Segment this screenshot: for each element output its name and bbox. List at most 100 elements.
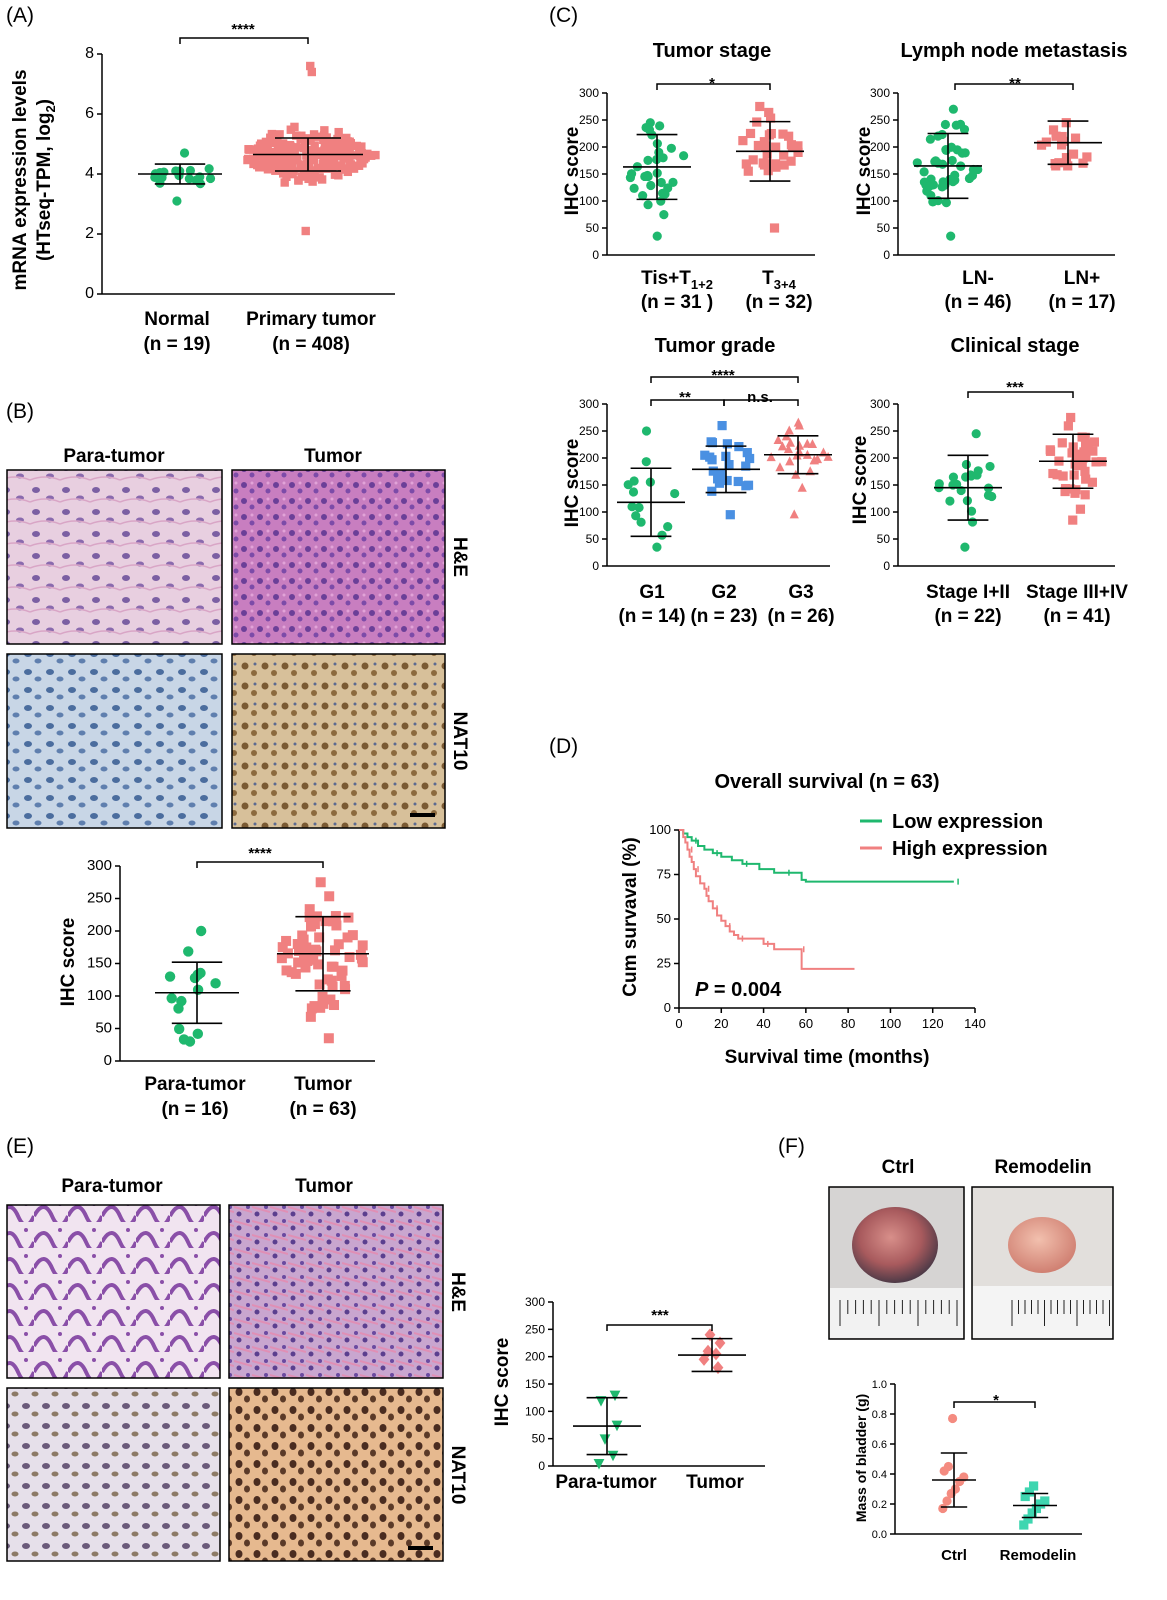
panel-b-tumor-point-42	[333, 939, 344, 950]
panel-a-tumor-point-154	[296, 135, 306, 144]
panel-c3-g1-point-4	[722, 439, 732, 449]
panel-c3-ytick-label-3: 150	[579, 478, 599, 492]
panel-e-ihc-tumor-image	[228, 1387, 444, 1562]
panel-b-tumor-point-62	[309, 919, 320, 930]
panel-a-tumor-point-197	[345, 163, 354, 173]
panel-c4-g0-point-19	[961, 472, 971, 482]
panel-c3-g1-point-17	[722, 475, 732, 486]
panel-d-series-high	[679, 829, 855, 970]
panel-b-tumor-point-51	[294, 946, 305, 957]
panel-e-g0-point-1	[607, 1450, 619, 1462]
panel-a-tumor-point-214	[331, 146, 340, 156]
panel-b-ytick-label-5: 250	[87, 890, 112, 907]
panel-b-tumor-point-40	[276, 953, 287, 964]
panel-c1-g1-point-20	[771, 142, 781, 152]
panel-b-ylabel: IHC score	[58, 918, 79, 1007]
panel-a-axes: 0 2 4 6 8	[85, 37, 395, 302]
panel-c1-ytick-label-1: 50	[586, 221, 600, 235]
panel-c1-cat-1: T3+4	[762, 268, 796, 292]
panel-f: (F) Ctrl Remodelin 0.0 0.2 0.4 0.6 0.8 1.0 Ma…	[778, 1135, 1114, 1564]
panel-b-col-tumor: Tumor	[304, 446, 362, 467]
panel-b-para-point-9	[183, 946, 194, 957]
panel-a-tumor-point-215	[324, 147, 334, 156]
panel-c1-g1-point-18	[771, 162, 781, 172]
panel-b-tumor-point-1	[315, 877, 326, 888]
panel-b-tumor-point-36	[300, 962, 311, 973]
panel-c2-g1-point-7	[1068, 149, 1079, 159]
panel-a-tumor-point-123	[320, 140, 330, 149]
panel-a-tumor-point-212	[352, 151, 361, 160]
panel-b-tumor-point-24	[326, 975, 337, 986]
panel-c1-g0-point-5	[646, 180, 656, 191]
panel-a-tumor-point-34	[291, 143, 301, 152]
panel-b-tumor-point-53	[298, 934, 309, 945]
panel-a-tumor-point-0	[306, 61, 315, 71]
panel-a-tumor-point-203	[309, 155, 319, 165]
panel-b-he-para-tumor-image	[6, 469, 223, 645]
panel-a-ytick-label-1: 2	[85, 225, 94, 242]
panel-c4-g1-point-3	[1063, 421, 1073, 431]
panel-c1-g0-point-11	[643, 171, 653, 182]
panel-c3-g0-point-6	[641, 457, 651, 467]
panel-c2-g0-point-0	[946, 231, 956, 241]
panel-e-col-tumor: Tumor	[295, 1176, 353, 1197]
panel-c1-cat-0: Tis+T1+2	[641, 268, 713, 292]
panel-a-tumor-point-152	[276, 148, 285, 157]
panel-a-tumor-point-145	[357, 142, 366, 151]
panel-e-g1-point-1	[698, 1352, 710, 1366]
panel-c4-axes: 0 50 100 150 200 250 300	[870, 391, 1115, 573]
panel-c4-g1-point-19	[1052, 470, 1062, 480]
panel-c3-g0-point-12	[627, 502, 637, 512]
panel-b-he-tumor-image	[231, 469, 446, 645]
panel-d-xtick-label-7: 140	[964, 1016, 986, 1031]
panel-c1-g0-point-19	[666, 143, 676, 153]
panel-e-cat-0: Para-tumor	[555, 1472, 657, 1493]
panel-b-ytick-label-1: 50	[95, 1020, 112, 1037]
panel-c4-ytick-label-4: 200	[870, 451, 890, 465]
panel-b-tumor-point-52	[317, 991, 328, 1002]
panel-e-ytick-label-1: 50	[532, 1432, 546, 1446]
panel-c3-g1-point-1	[717, 421, 727, 431]
panel-b-para-point-8	[210, 978, 221, 989]
panel-f-g1-point-0	[1019, 1520, 1029, 1530]
panel-a-tumor-point-170	[292, 131, 301, 140]
panel-c3-g2-point-17	[784, 425, 794, 435]
panel-e-label: (E)	[6, 1135, 34, 1158]
panel-c1-n-1: (n = 32)	[745, 292, 812, 313]
panel-c3-g0-point-13	[663, 522, 673, 532]
panel-c-label: (C)	[549, 4, 578, 27]
panel-c3-g2-point-19	[777, 441, 788, 451]
panel-a-tumor-point-141	[319, 159, 328, 168]
panel-c3-g1-point-16	[707, 486, 717, 496]
panel-c1-g0-point-27	[659, 210, 669, 220]
panel-d-label: (D)	[549, 735, 578, 758]
panel-c2-g1-point-8	[1051, 131, 1061, 141]
panel-a-ytick-label-2: 4	[85, 165, 94, 182]
panel-c3-cat-2: G3	[788, 582, 813, 603]
panel-c1-ytick-label-4: 200	[579, 140, 599, 154]
panel-c2-g1-point-5	[1070, 133, 1081, 143]
panel-f-ytick-label-0: 0.0	[872, 1529, 887, 1541]
panel-c1-g1-point-6	[738, 136, 748, 146]
panel-c4-g1-point-33	[1070, 459, 1080, 469]
panel-c4-n-0: (n = 22)	[934, 606, 1001, 627]
panel-b-para-point-13	[178, 1034, 190, 1045]
panel-a-tumor-point-65	[354, 161, 364, 170]
panel-b-tumor-point-30	[324, 891, 335, 902]
panel-b-tumor-point-16	[301, 942, 312, 953]
panel-b-tumor-point-33	[342, 932, 353, 943]
panel-c1-g1-point-3	[779, 150, 789, 160]
panel-a-tumor-point-125	[324, 138, 334, 148]
panel-a-tumor-point-182	[296, 163, 306, 173]
panel-a-tumor-point-100	[327, 154, 337, 164]
panel-b-ihc-para-tumor-image	[6, 653, 223, 829]
panel-c2-g1-point-16	[1036, 140, 1047, 150]
panel-b-tumor-point-47	[302, 955, 313, 966]
panel-d-p-value: P = 0.004	[695, 979, 782, 1001]
panel-b-tumor-point-45	[281, 935, 292, 946]
panel-e-g1-point-3	[702, 1344, 714, 1358]
panel-a-tumor-point-204	[252, 145, 261, 154]
panel-c2-g1-point-6	[1051, 161, 1061, 171]
panel-b-tumor-point-3	[336, 970, 347, 981]
